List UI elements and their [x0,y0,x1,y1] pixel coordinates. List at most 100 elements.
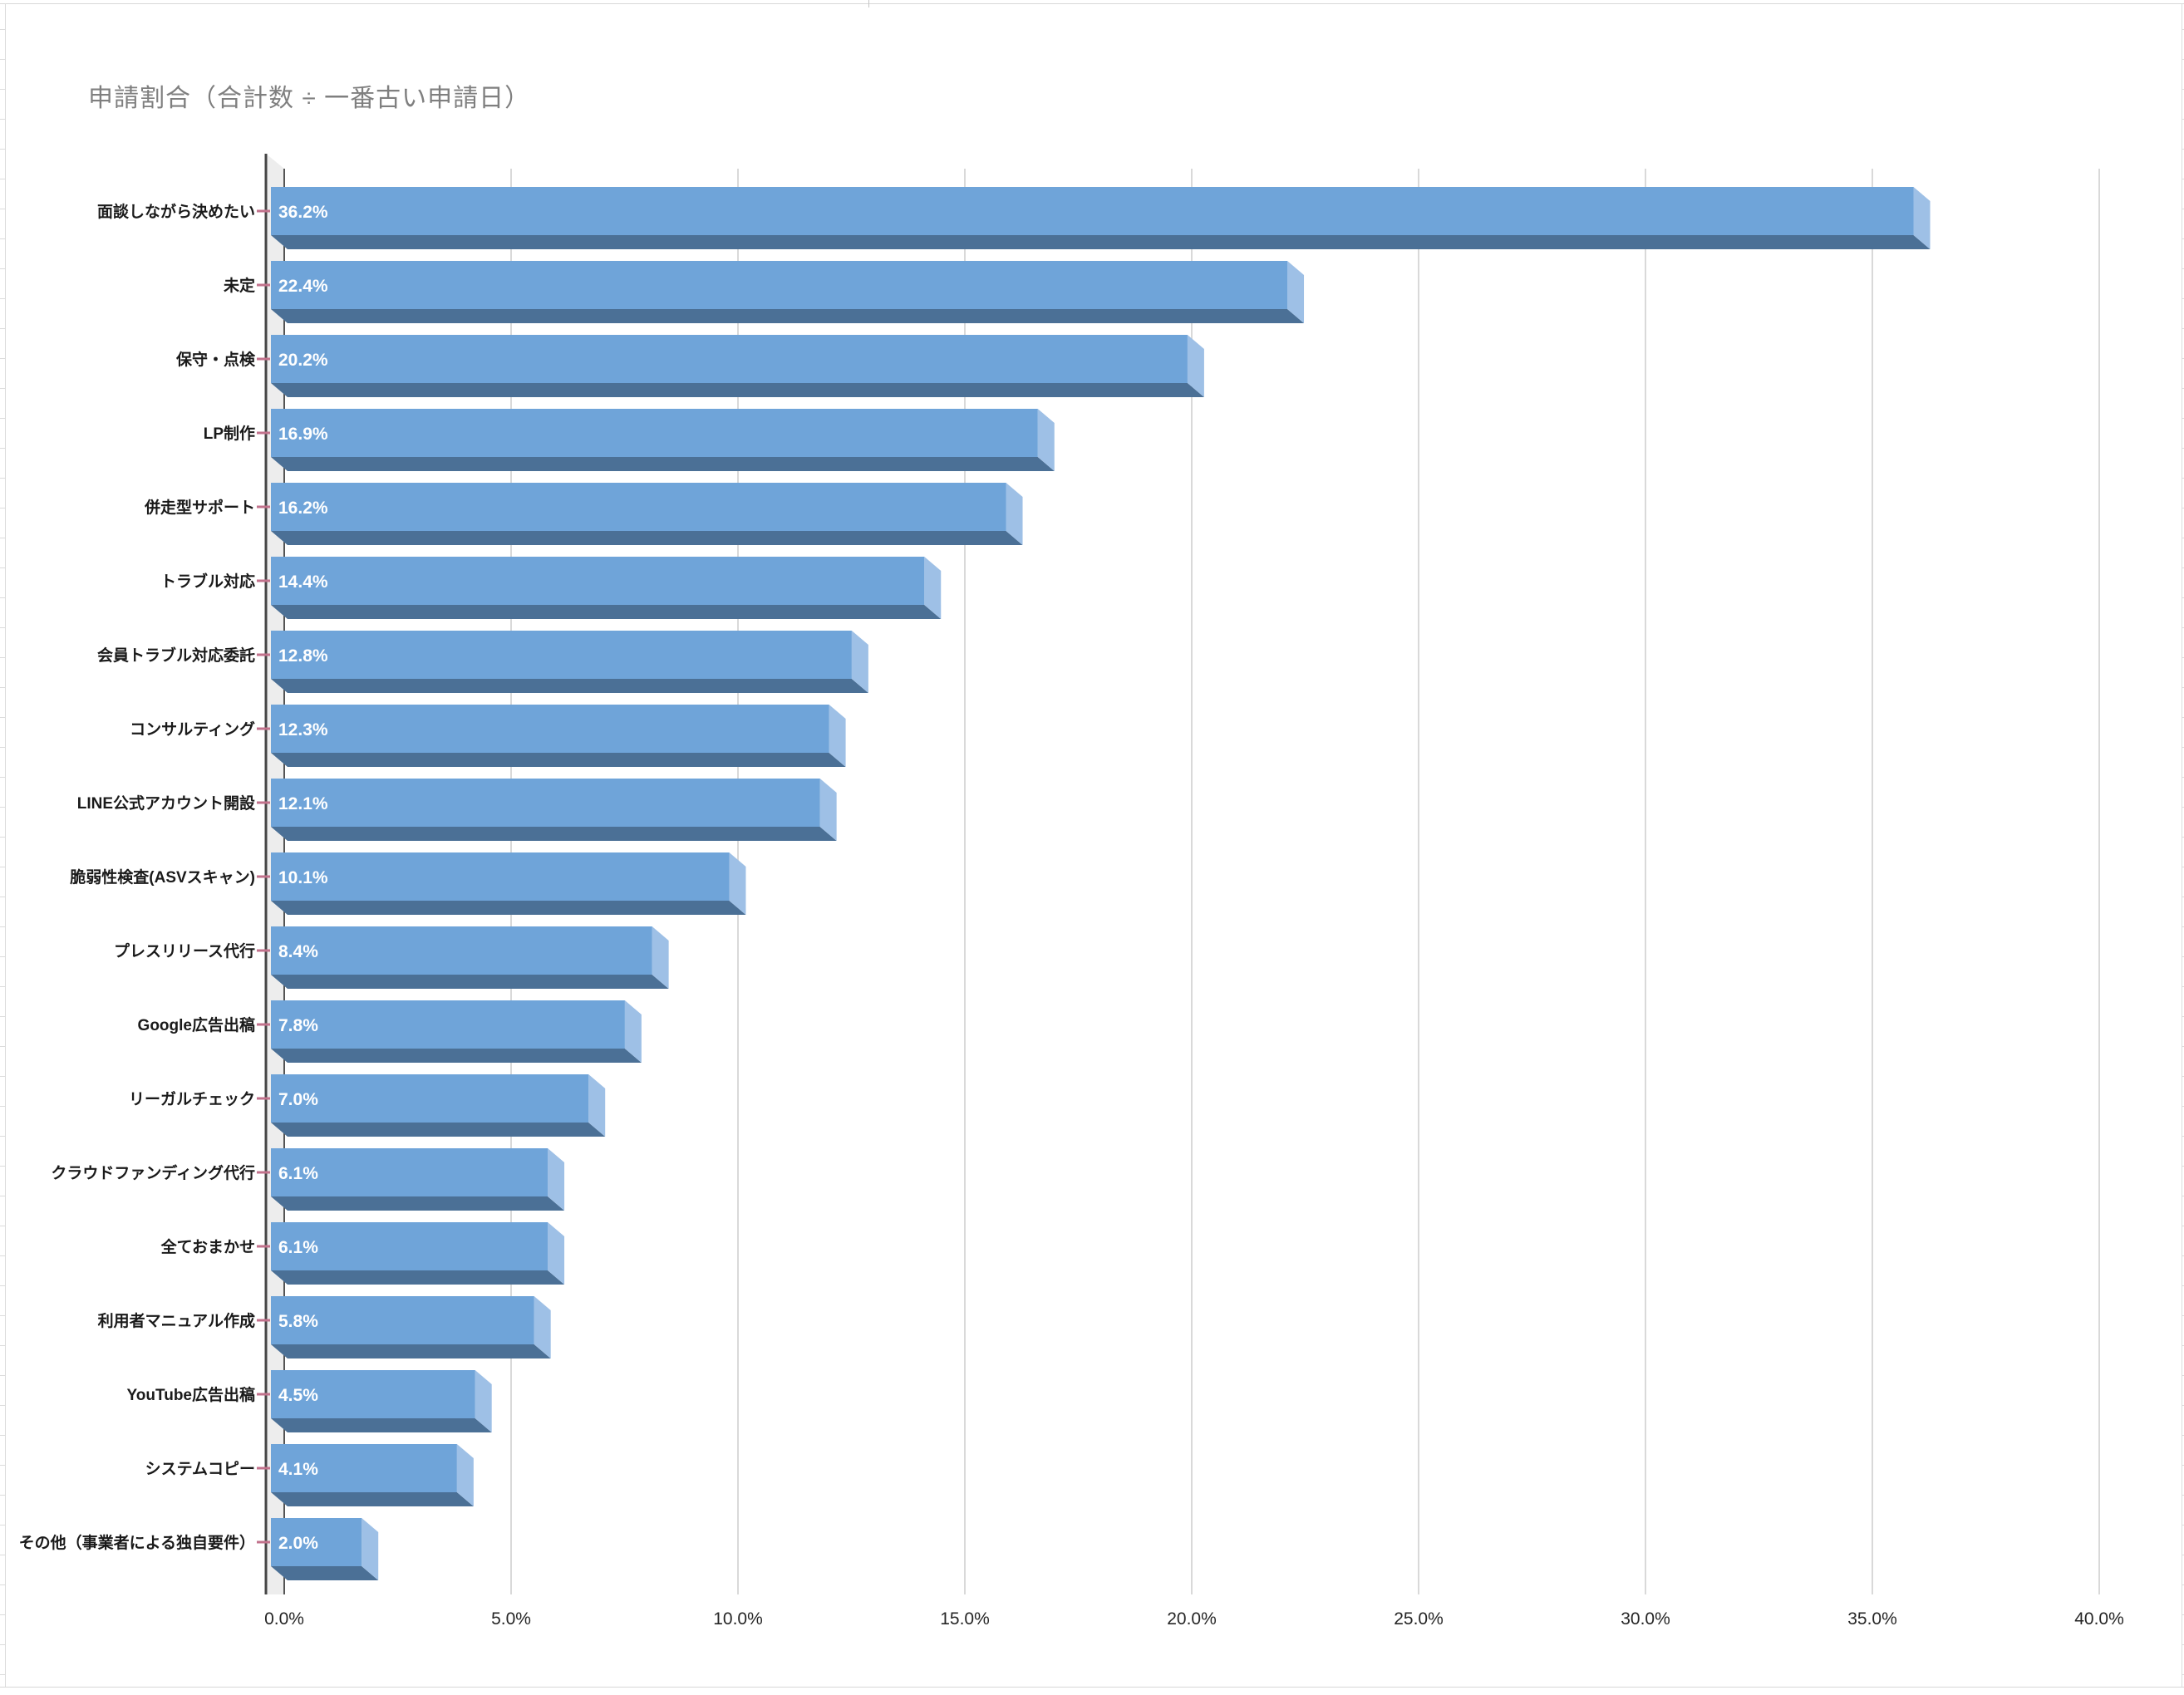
bar-row[interactable]: 22.4% 未定 [223,261,1305,323]
bar-bottom-face [271,531,1023,545]
bar-bottom-face [271,1049,642,1063]
bar-bottom-face [271,235,1931,249]
bar-row[interactable]: 6.1% クラウドファンディング代行 [51,1148,565,1211]
bar-row[interactable]: 16.2% 併走型サポート [144,483,1023,545]
sheet-row-ticks-right [2182,0,2184,1695]
bar-value-label: 7.8% [278,1016,318,1035]
bar-front-face [271,926,652,975]
bar-value-label: 10.1% [278,868,328,887]
bar-end-cap [1287,261,1305,323]
bar-value-label: 4.5% [278,1386,318,1405]
bar-row[interactable]: 20.2% 保守・点検 [175,335,1204,397]
bar-bottom-face [271,383,1204,397]
bar-row[interactable]: 16.9% LP制作 [204,409,1055,471]
bar-bottom-face [271,309,1305,323]
category-label: プレスリリース代行 [114,941,255,960]
bar-row[interactable]: 6.1% 全ておまかせ [160,1222,565,1285]
bar-front-face [271,335,1188,383]
bar-bottom-face [271,679,868,693]
category-label: 併走型サポート [144,498,255,517]
chart-title: 申請割合（合計数 ÷ 一番古い申請日） [88,85,531,112]
category-label: 未定 [223,276,255,295]
bar-row[interactable]: 5.8% 利用者マニュアル作成 [98,1296,551,1358]
category-label: 面談しながら決めたい [97,202,255,221]
bar-row[interactable]: 8.4% プレスリリース代行 [114,926,669,989]
bar-front-face [271,187,1914,235]
bar-bottom-face [271,1123,606,1137]
bar-bottom-face [271,1418,492,1432]
bar-row[interactable]: 12.3% コンサルティング [130,705,846,767]
bar-value-label: 4.1% [278,1460,318,1479]
x-tick-label: 10.0% [713,1609,763,1629]
bar-row[interactable]: 12.8% 会員トラブル対応委託 [97,631,868,693]
category-label: その他（事業者による独自要件） [19,1533,255,1552]
bar-row[interactable]: 2.0% その他（事業者による独自要件） [19,1518,379,1580]
bar-value-label: 22.4% [278,277,328,296]
bar-bottom-face [271,1344,551,1358]
bar-bottom-face [271,1196,565,1211]
bar-row[interactable]: 14.4% トラブル対応 [160,557,942,619]
x-tick-label: 25.0% [1394,1609,1444,1629]
bar-bottom-face [271,753,846,767]
category-label: システムコピー [145,1460,255,1478]
bar-end-cap [534,1296,551,1358]
category-label: リーガルチェック [129,1090,255,1108]
bar-row[interactable]: 10.1% 脆弱性検査(ASVスキャン) [69,852,746,915]
bar-end-cap [819,779,837,841]
bar-end-cap [1037,409,1055,471]
bar-front-face [271,1000,625,1049]
bar-row[interactable]: 12.1% LINE公式アカウント開設 [77,779,837,841]
bar-end-cap [475,1370,492,1432]
bar-value-label: 36.2% [278,203,328,222]
bar-front-face [271,483,1006,531]
sheet-column-tick [868,0,869,7]
bar-row[interactable]: 4.5% YouTube広告出稿 [127,1370,492,1432]
bar-row[interactable]: 7.8% Google広告出稿 [138,1000,642,1063]
bar-value-label: 6.1% [278,1238,318,1257]
bar-row[interactable]: 4.1% システムコピー [145,1444,474,1506]
bar-end-cap [548,1148,565,1211]
bar-value-label: 6.1% [278,1164,318,1183]
bar-value-label: 2.0% [278,1534,318,1553]
x-tick-label: 20.0% [1167,1609,1217,1629]
category-label: LINE公式アカウント開設 [77,793,256,813]
bar-row[interactable]: 7.0% リーガルチェック [129,1074,606,1137]
category-label: コンサルティング [130,720,255,739]
bar-value-label: 20.2% [278,351,328,370]
bar-front-face [271,705,829,753]
x-tick-label: 0.0% [264,1609,304,1629]
bar-bottom-face [271,457,1055,471]
x-tick-label: 5.0% [491,1609,531,1629]
bar-value-label: 12.1% [278,794,328,813]
category-label: Google広告出稿 [138,1015,255,1034]
bar-front-face [271,409,1038,457]
category-label: 保守・点検 [175,350,256,369]
category-label: トラブル対応 [160,572,255,591]
bar-end-cap [729,852,746,915]
bar-end-cap [1187,335,1204,397]
bar-front-face [271,1444,457,1492]
bar-front-face [271,557,925,605]
bar-front-face [271,1518,362,1566]
bar-value-label: 12.3% [278,720,328,739]
bar-bottom-face [271,1270,565,1285]
bar-front-face [271,261,1288,309]
sheet-bottom-border [0,1687,2184,1688]
bar-end-cap [624,1000,642,1063]
sheet-row-ticks-left [0,0,5,1695]
category-label: 全ておまかせ [160,1237,255,1256]
chart-left-border [5,3,6,1687]
sheet-top-border [0,3,2184,4]
bar-row[interactable]: 36.2% 面談しながら決めたい [97,187,1931,249]
bar-value-label: 8.4% [278,942,318,961]
bar-front-face [271,631,852,679]
category-label: クラウドファンディング代行 [51,1163,255,1182]
bar-end-cap [362,1518,379,1580]
bar-bottom-face [271,1566,379,1580]
bar-front-face [271,1074,589,1123]
bar-bottom-face [271,975,669,989]
bar-value-label: 7.0% [278,1090,318,1109]
bar-front-face [271,1370,475,1418]
